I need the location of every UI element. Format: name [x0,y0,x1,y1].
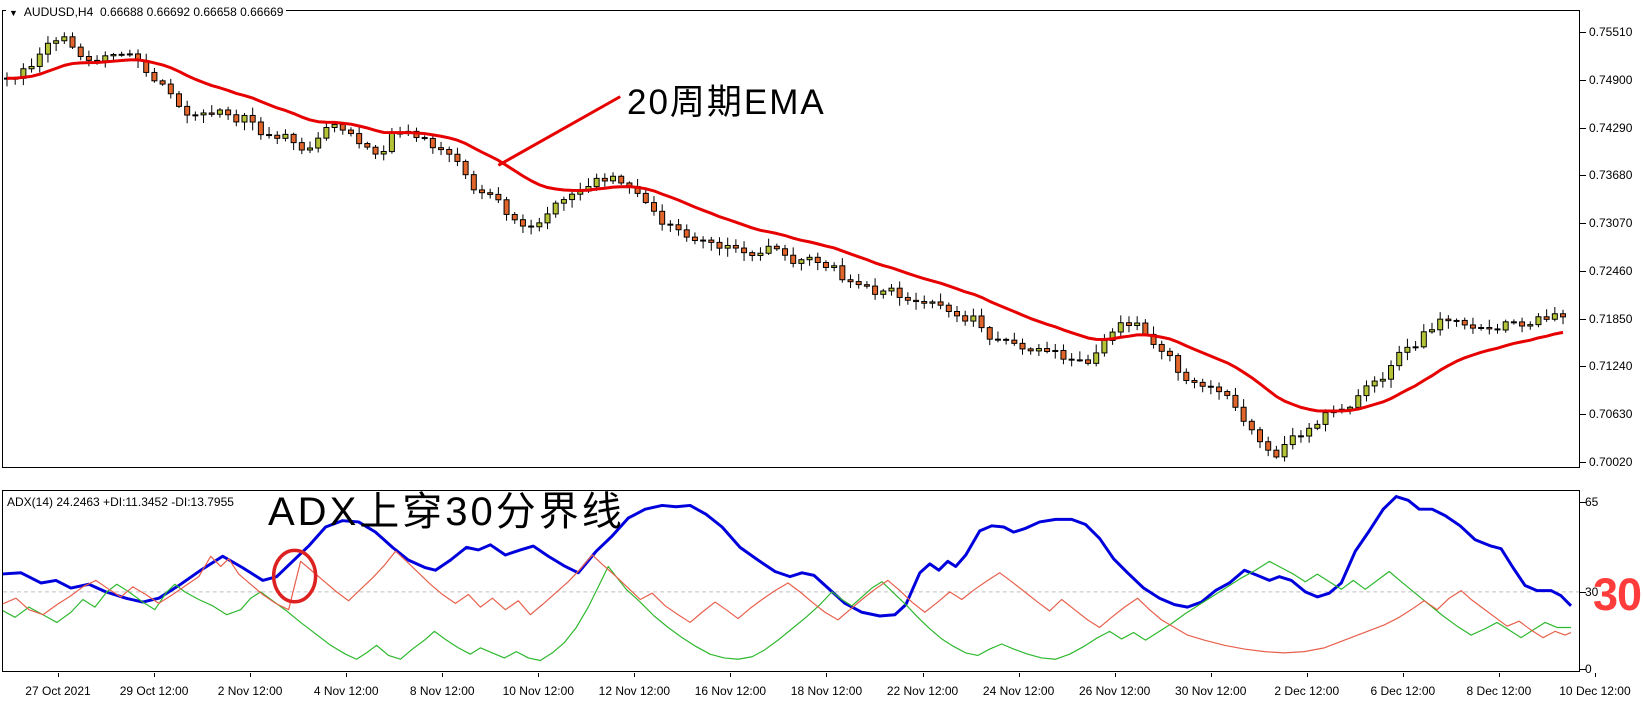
time-axis-label: 2 Dec 12:00 [1274,684,1340,698]
time-axis-label: 8 Dec 12:00 [1466,684,1532,698]
symbol-ohlc-label: ▼ AUDUSD,H4 0.66688 0.66692 0.66658 0.666… [6,4,287,20]
adx-cross-circle-annotation [271,548,318,604]
price-axis-tick [1580,318,1586,320]
time-axis-tick [1114,673,1116,677]
time-axis-tick [1018,673,1020,677]
price-axis-tick [1580,461,1586,463]
time-axis-tick [1402,673,1404,677]
time-axis-label: 22 Nov 12:00 [886,684,959,698]
price-axis-tick [1580,175,1586,177]
adx-cross-annotation-text: ADX上穿30分界线 [268,490,625,534]
time-axis-label: 10 Dec 12:00 [1559,684,1631,698]
+DI-line [3,560,1572,662]
adx-indicator-label: ADX(14) 24.2463 +DI:11.3452 -DI:13.7955 [7,495,234,509]
price-axis-tick [1580,79,1586,81]
time-axis-label: 16 Nov 12:00 [694,684,767,698]
price-axis-tick [1580,223,1586,225]
price-axis-label: 0.70630 [1589,407,1633,422]
chevron-down-icon[interactable]: ▼ [9,8,18,18]
price-axis-label: 0.73070 [1589,216,1633,231]
price-axis-label: 0.70020 [1589,454,1633,469]
adx-axis-label: 0 [1585,662,1592,677]
time-axis-tick [1498,673,1500,677]
-DI-line [3,550,1572,654]
adx-level-30-big-label: 30 [1593,569,1642,620]
time-axis-tick [1210,673,1212,677]
price-axis-tick [1580,270,1586,272]
time-axis-tick [538,673,540,677]
price-axis-label: 0.74900 [1589,72,1633,87]
time-axis-tick [922,673,924,677]
price-axis-label: 0.71240 [1589,359,1633,374]
ema-annotation-text: 20周期EMA [627,83,826,122]
price-axis-label: 0.75510 [1589,25,1633,39]
ohlc-values: 0.66688 0.66692 0.66658 0.66669 [99,5,284,19]
time-axis-label: 18 Nov 12:00 [790,684,863,698]
time-axis-label: 8 Nov 12:00 [409,684,475,698]
time-axis-tick [154,673,156,677]
price-axis-label: 0.71850 [1589,311,1633,326]
ema-line [6,58,1564,413]
price-axis-tick [1580,366,1586,368]
time-axis-label: 12 Nov 12:00 [598,684,671,698]
price-chart-panel[interactable] [2,10,1580,468]
time-axis-tick [346,673,348,677]
time-axis-label: 4 Nov 12:00 [313,684,379,698]
adx-axis-tick [1580,669,1586,671]
time-axis-label: 24 Nov 12:00 [982,684,1055,698]
time-axis-tick [442,673,444,677]
adx-axis-label: 30 [1585,585,1599,599]
time-axis-label: 6 Dec 12:00 [1370,684,1436,698]
adx-axis-label: 65 [1585,495,1599,509]
price-axis-tick [1580,127,1586,129]
price-axis-label: 0.72460 [1589,263,1633,278]
price-axis-label: 0.74290 [1589,120,1633,135]
ADX-line [3,495,1573,618]
candlestick-chart-canvas[interactable] [3,11,1579,467]
time-axis-label: 27 Oct 2021 [25,684,91,698]
price-axis-tick [1580,414,1586,416]
time-axis-label: 26 Nov 12:00 [1078,684,1151,698]
time-axis-tick [634,673,636,677]
ema-annotation-pointer-line [497,95,621,167]
time-axis-label: 30 Nov 12:00 [1175,684,1247,698]
time-axis-tick [1306,673,1308,677]
price-axis-label: 0.73680 [1589,168,1633,183]
adx-chart-canvas[interactable] [3,491,1579,671]
price-axis-tick [1580,32,1586,33]
time-axis-tick [58,673,59,677]
symbol-name: AUDUSD,H4 [23,5,94,19]
time-axis-tick [1594,673,1596,677]
time-axis-tick [730,673,732,677]
time-axis-tick [826,673,828,677]
adx-axis-tick [1580,592,1586,593]
time-axis-tick [250,673,252,677]
time-axis-label: 2 Nov 12:00 [217,684,283,698]
time-axis-label: 10 Nov 12:00 [502,684,574,698]
adx-indicator-panel[interactable] [2,490,1580,672]
time-axis-label: 29 Oct 12:00 [119,684,189,698]
adx-axis-tick [1580,502,1586,503]
